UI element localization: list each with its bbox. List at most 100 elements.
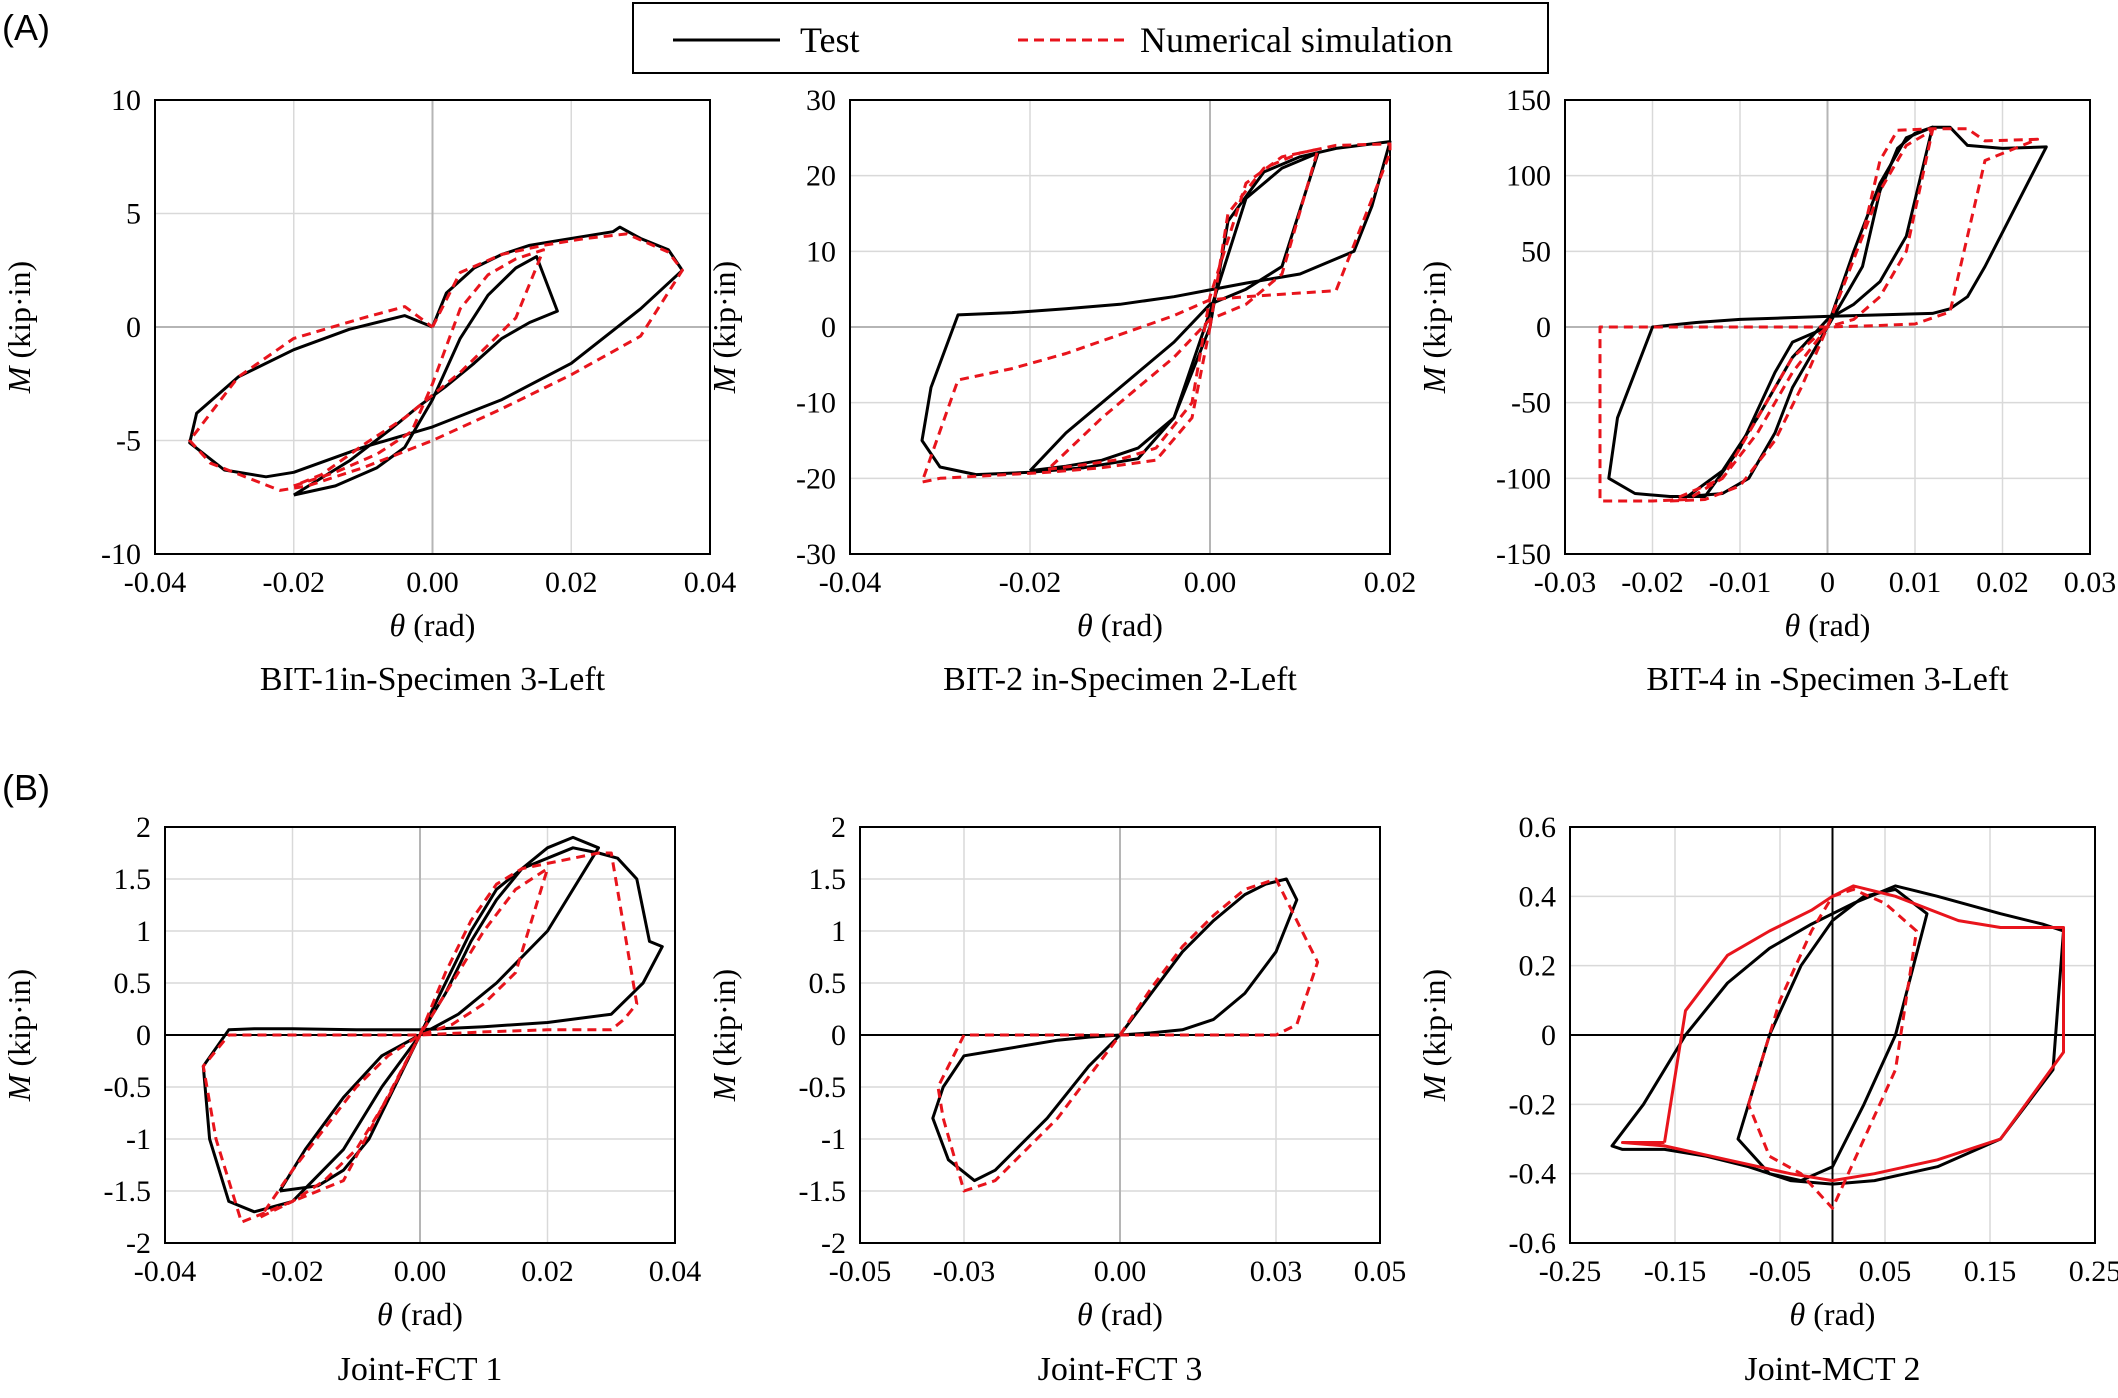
- x-axis-symbol: θ: [1077, 607, 1093, 643]
- y-axis-unit: (kip·in): [1, 969, 37, 1075]
- y-tick-label: 10: [806, 235, 836, 268]
- y-tick-label: -150: [1496, 538, 1551, 571]
- chart-4: -0.04 -0.02 0.00 0.02 0.04 -2 -1.5 -1 -0.5 0 0.5 1 1…: [1, 811, 701, 1388]
- legend-box: [632, 2, 1549, 74]
- test-series-line: [1686, 125, 1934, 498]
- simulation-series-line: [936, 877, 1320, 1193]
- y-tick-label: 0: [831, 1019, 846, 1052]
- y-tick-label: 0: [1536, 311, 1551, 344]
- y-axis-symbol: M: [1, 1072, 37, 1102]
- x-axis-title: θ (rad): [377, 1296, 463, 1332]
- chart-2: -0.04 -0.02 0.00 0.02 -30 -20 -10 0 10 20 30 θ (rad…: [706, 84, 1416, 698]
- plot-frame: [1564, 99, 2091, 555]
- x-tick-label: 0.05: [1859, 1255, 1912, 1288]
- simulation-series-line: [188, 232, 684, 492]
- y-tick-label: -0.5: [799, 1071, 847, 1104]
- chart-caption: BIT-4 in -Specimen 3-Left: [1646, 661, 2009, 698]
- y-tick-label: 0: [1541, 1019, 1556, 1052]
- chart-caption: Joint-MCT 2: [1744, 1351, 1920, 1388]
- x-tick-label: -0.02: [1621, 566, 1684, 599]
- chart-6: -0.25 -0.15 -0.05 0.05 0.15 0.25 -0.6 -0.4 -0.2 0…: [1416, 811, 2118, 1388]
- y-tick-label: 0: [126, 311, 141, 344]
- simulation-series-line: [1621, 884, 2065, 1183]
- simulation-series-line: [259, 867, 549, 1219]
- chart-caption: Joint-FCT 3: [1038, 1351, 1203, 1388]
- y-tick-label: 10: [111, 84, 141, 117]
- chart-1: -0.04 -0.02 0.00 0.02 0.04 -10 -5 0 5 10 θ (rad) M …: [1, 84, 736, 698]
- y-axis-title: M (kip·in): [1, 261, 37, 394]
- y-tick-label: -50: [1511, 387, 1551, 420]
- y-axis-unit: (kip·in): [1416, 969, 1452, 1075]
- y-tick-label: -1: [126, 1123, 151, 1156]
- simulation-series-line: [1046, 147, 1320, 471]
- y-tick-label: 2: [136, 811, 151, 844]
- y-tick-label: -0.4: [1509, 1158, 1557, 1191]
- chart-caption: BIT-2 in-Specimen 2-Left: [943, 661, 1297, 698]
- x-axis-unit: (rad): [1093, 607, 1163, 643]
- simulation-series-line: [1747, 887, 1918, 1210]
- y-tick-label: -0.6: [1509, 1227, 1557, 1260]
- y-tick-label: 0.5: [809, 967, 847, 1000]
- y-tick-label: 0.2: [1519, 950, 1557, 983]
- x-tick-label: -0.02: [261, 1255, 324, 1288]
- y-tick-label: -10: [101, 538, 141, 571]
- x-axis-title: θ (rad): [1077, 607, 1163, 643]
- y-tick-label: 2: [831, 811, 846, 844]
- x-tick-label: -0.04: [124, 566, 187, 599]
- test-series-line: [278, 835, 600, 1193]
- y-tick-label: -2: [821, 1227, 846, 1260]
- y-tick-label: 1: [136, 915, 151, 948]
- x-tick-label: -0.05: [1749, 1255, 1812, 1288]
- y-tick-label: -5: [116, 425, 141, 458]
- x-tick-label: -0.05: [829, 1255, 892, 1288]
- x-tick-label: 0.03: [1250, 1255, 1303, 1288]
- y-tick-label: 100: [1506, 160, 1551, 193]
- y-axis-symbol: M: [1416, 364, 1452, 394]
- x-axis-unit: (rad): [393, 1296, 463, 1332]
- plot-frame: [164, 826, 676, 1244]
- y-tick-label: -2: [126, 1227, 151, 1260]
- x-tick-label: 0.02: [545, 566, 598, 599]
- y-tick-label: 0: [821, 311, 836, 344]
- y-tick-label: 1.5: [809, 863, 847, 896]
- y-axis-symbol: M: [1, 364, 37, 394]
- chart-caption: BIT-1in-Specimen 3-Left: [260, 661, 606, 698]
- y-axis-title: M (kip·in): [1416, 969, 1452, 1102]
- x-tick-label: 0.00: [1184, 566, 1237, 599]
- panel-label-a: (A): [2, 7, 50, 48]
- y-axis-title: M (kip·in): [706, 261, 742, 394]
- x-axis-symbol: θ: [390, 607, 406, 643]
- plot-frame: [859, 826, 1381, 1244]
- y-tick-label: 50: [1521, 235, 1551, 268]
- x-tick-label: 0.00: [1094, 1255, 1147, 1288]
- test-series-line: [931, 877, 1299, 1183]
- chart-3: -0.03 -0.02 -0.01 0 0.01 0.02 0.03 -150 -100 -50 0…: [1416, 84, 2116, 698]
- y-tick-label: 0.5: [114, 967, 152, 1000]
- plot-frame: [1569, 826, 2096, 1244]
- y-axis-unit: (kip·in): [1, 261, 37, 367]
- x-tick-label: -0.02: [999, 566, 1062, 599]
- test-series-line: [920, 140, 1392, 477]
- y-tick-label: -1.5: [799, 1175, 847, 1208]
- x-axis-symbol: θ: [1077, 1296, 1093, 1332]
- x-axis-unit: (rad): [1805, 1296, 1875, 1332]
- simulation-series-line: [920, 142, 1392, 484]
- x-tick-label: 0.00: [406, 566, 459, 599]
- simulation-series-line: [293, 248, 545, 488]
- x-tick-label: 0.00: [394, 1255, 447, 1288]
- x-axis-symbol: θ: [1790, 1296, 1806, 1332]
- x-tick-label: -0.04: [134, 1255, 197, 1288]
- x-tick-label: -0.02: [263, 566, 326, 599]
- x-tick-label: 0: [1820, 566, 1835, 599]
- y-axis-symbol: M: [706, 1072, 742, 1102]
- x-tick-label: 0.04: [684, 566, 737, 599]
- y-axis-unit: (kip·in): [706, 261, 742, 367]
- chart-5: -0.05 -0.03 0.00 0.03 0.05 -2 -1.5 -1 -0.5 0 0.5 1 1…: [706, 811, 1406, 1388]
- simulation-series-line: [1598, 127, 2039, 503]
- x-tick-label: 0.02: [1976, 566, 2029, 599]
- x-tick-label: 0.04: [649, 1255, 702, 1288]
- x-axis-title: θ (rad): [1785, 607, 1871, 643]
- x-axis-title: θ (rad): [1790, 1296, 1876, 1332]
